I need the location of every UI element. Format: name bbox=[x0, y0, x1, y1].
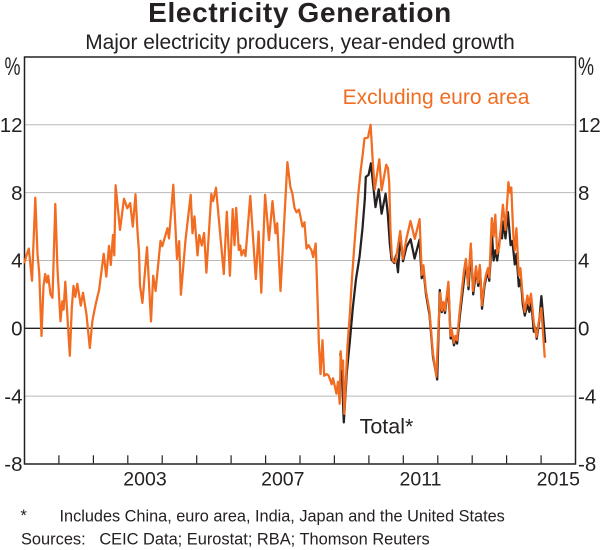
svg-text:Major electricity producers, y: Major electricity producers, year-ended … bbox=[85, 31, 515, 54]
svg-text:0: 0 bbox=[578, 318, 589, 341]
svg-text:Electricity Generation: Electricity Generation bbox=[148, 0, 452, 28]
svg-text:2015: 2015 bbox=[537, 469, 581, 491]
svg-text:Sources: CEIC Data; Eurostat: Sources: CEIC Data; Eurostat; RBA; Thoms… bbox=[21, 531, 430, 549]
svg-text:*: * bbox=[21, 507, 28, 525]
svg-text:Excluding euro area: Excluding euro area bbox=[343, 86, 530, 109]
svg-text:Includes China, euro area, Ind: Includes China, euro area, India, Japan … bbox=[60, 508, 505, 526]
svg-text:Total*: Total* bbox=[360, 415, 414, 439]
svg-text:12: 12 bbox=[578, 114, 600, 137]
svg-text:2003: 2003 bbox=[123, 469, 166, 491]
svg-text:8: 8 bbox=[578, 182, 589, 205]
svg-text:-4: -4 bbox=[4, 385, 22, 408]
svg-text:-8: -8 bbox=[578, 453, 596, 476]
svg-text:%: % bbox=[578, 53, 594, 81]
svg-text:4: 4 bbox=[578, 250, 589, 273]
svg-text:0: 0 bbox=[11, 318, 22, 341]
svg-text:-8: -8 bbox=[4, 453, 22, 476]
svg-text:4: 4 bbox=[11, 250, 22, 273]
svg-text:2011: 2011 bbox=[400, 469, 442, 491]
svg-text:12: 12 bbox=[0, 114, 23, 137]
svg-text:%: % bbox=[5, 53, 21, 81]
svg-text:2007: 2007 bbox=[261, 469, 304, 491]
svg-text:-4: -4 bbox=[578, 385, 596, 408]
svg-text:8: 8 bbox=[11, 182, 22, 205]
